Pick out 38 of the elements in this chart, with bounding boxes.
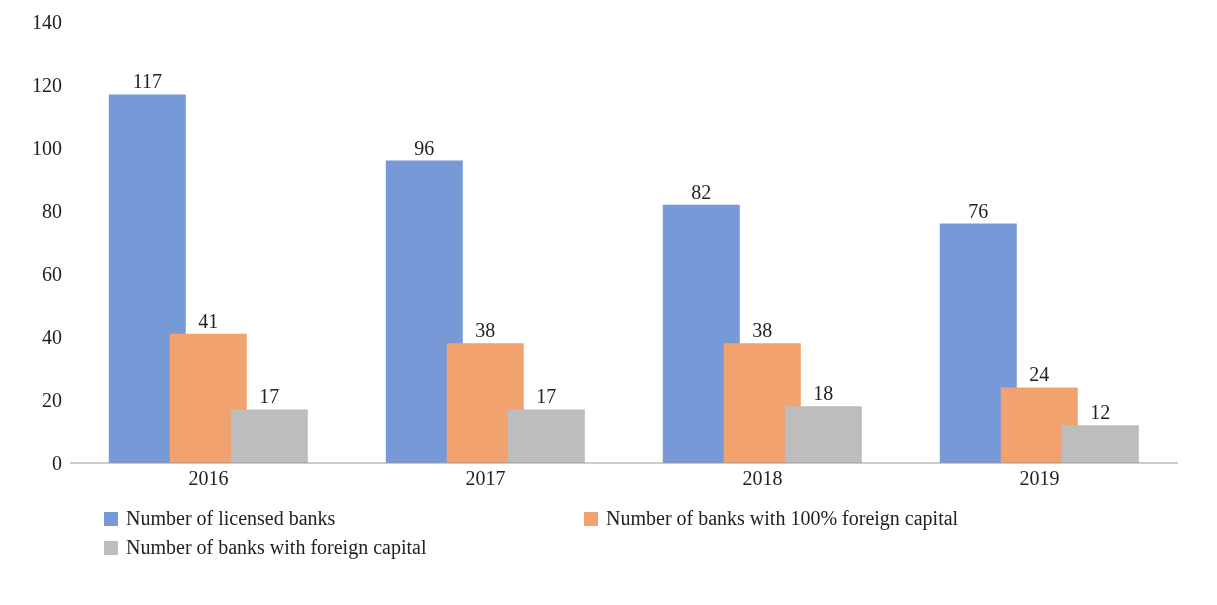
x-tick-label: 2018 xyxy=(742,467,783,490)
bar xyxy=(385,160,463,463)
data-label: 76 xyxy=(968,199,989,222)
y-tick-label: 120 xyxy=(32,74,62,97)
bar xyxy=(723,343,801,463)
y-tick-label: 0 xyxy=(52,452,62,475)
y-tick-label: 20 xyxy=(42,389,62,412)
x-tick-label: 2017 xyxy=(465,467,506,490)
y-tick-label: 80 xyxy=(42,200,62,223)
y-tick-label: 100 xyxy=(32,137,62,160)
y-tick-label: 60 xyxy=(42,263,62,286)
data-label: 17 xyxy=(536,385,557,408)
data-label: 17 xyxy=(259,385,280,408)
bar xyxy=(662,204,740,463)
data-label: 12 xyxy=(1090,401,1111,424)
data-label: 41 xyxy=(198,309,219,332)
legend-label: Number of banks with 100% foreign capital xyxy=(606,507,959,530)
bar xyxy=(169,333,247,463)
bar xyxy=(1061,425,1139,463)
bar xyxy=(784,406,862,463)
data-label: 96 xyxy=(414,136,435,159)
legend-label: Number of licensed banks xyxy=(126,507,336,530)
bar xyxy=(108,94,186,463)
data-label: 24 xyxy=(1029,363,1050,386)
data-label: 38 xyxy=(475,319,496,342)
data-label: 18 xyxy=(813,382,834,405)
y-tick-label: 40 xyxy=(42,326,62,349)
data-label: 82 xyxy=(691,180,712,203)
data-label: 117 xyxy=(132,70,162,93)
bar xyxy=(507,409,585,463)
bar xyxy=(446,343,524,463)
data-label: 38 xyxy=(752,319,773,342)
y-tick-label: 140 xyxy=(32,11,62,34)
bar xyxy=(939,223,1017,463)
bar xyxy=(230,409,308,463)
x-tick-label: 2016 xyxy=(188,467,229,490)
legend-label: Number of banks with foreign capital xyxy=(126,536,427,559)
x-tick-label: 2019 xyxy=(1019,467,1060,490)
